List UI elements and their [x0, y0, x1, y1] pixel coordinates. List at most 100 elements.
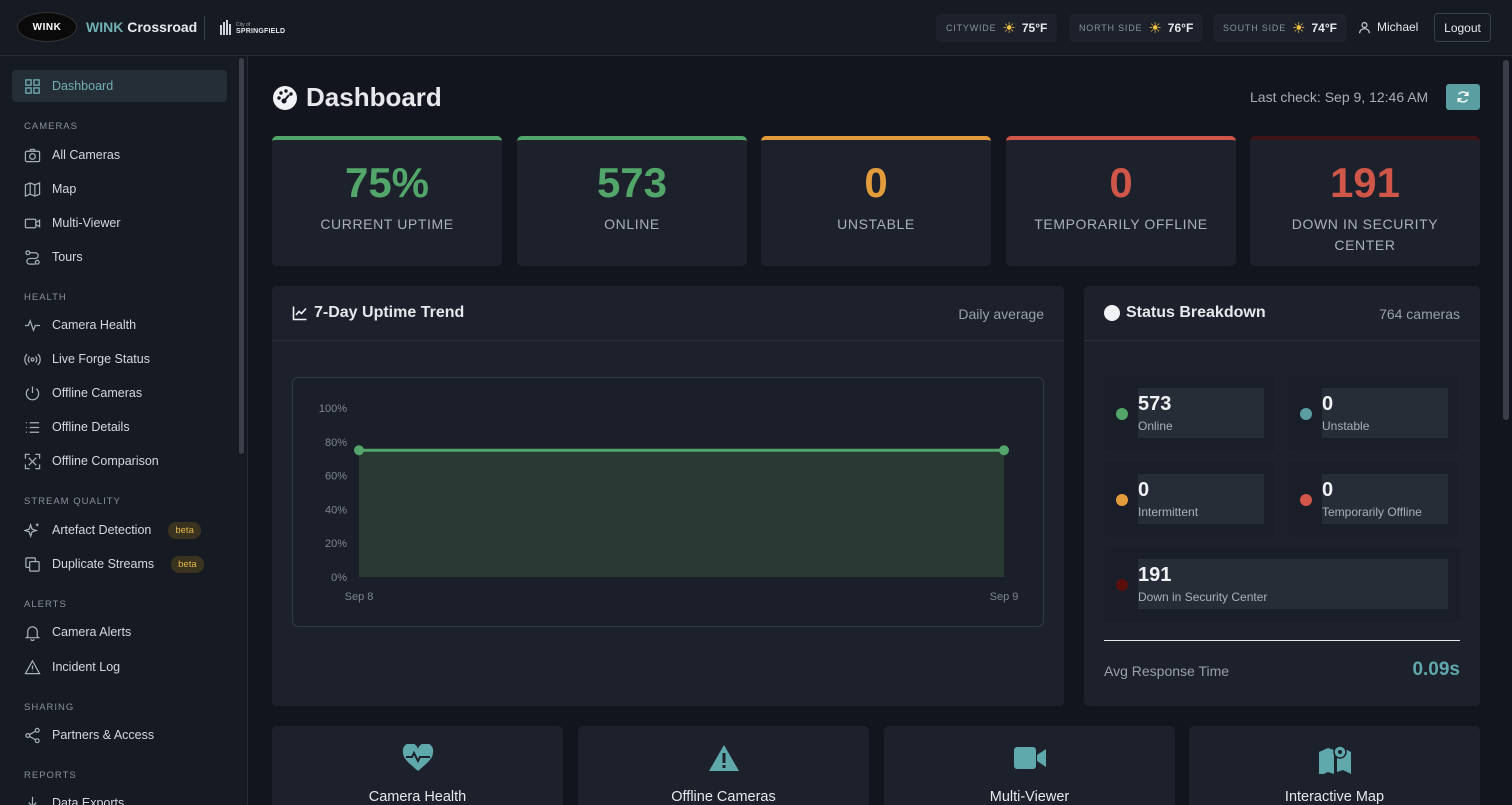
- camera-icon: [24, 147, 41, 164]
- sun-icon: ☀: [1292, 19, 1306, 37]
- sidebar-item-label: Data Exports: [52, 796, 125, 805]
- status-card-body: 0 Unstable: [1322, 388, 1448, 438]
- quick-link-camera-health[interactable]: Camera Health: [272, 726, 563, 805]
- sidebar-item-label: Offline Comparison: [52, 454, 159, 468]
- refresh-icon: [1457, 91, 1469, 103]
- status-card-online: 573 Online: [1104, 376, 1275, 451]
- uptime-chart: 0% 20% 40% 60% 80% 100% Sep 8 Sep 9: [292, 377, 1044, 627]
- sidebar-item-tours[interactable]: Tours: [12, 241, 227, 273]
- stat-label: TEMPORARILY OFFLINE: [1034, 216, 1208, 232]
- bell-icon: [24, 624, 41, 641]
- compare-icon: [24, 453, 41, 470]
- status-dot: [1300, 494, 1312, 506]
- main-scrollbar[interactable]: [1503, 60, 1509, 420]
- logo-text: WINK: [32, 21, 62, 33]
- status-card-temporarily-offline: 0 Temporarily Offline: [1288, 462, 1459, 537]
- stat-value: 0: [864, 159, 888, 206]
- weather-label: NORTH SIDE: [1079, 23, 1143, 33]
- status-count: 191: [1138, 564, 1172, 586]
- x-tick-label: Sep 9: [990, 591, 1019, 603]
- sidebar-item-partners-access[interactable]: Partners & Access: [12, 719, 227, 751]
- sidebar-item-all-cameras[interactable]: All Cameras: [12, 139, 227, 171]
- panel-title: Status Breakdown: [1104, 304, 1266, 322]
- sidebar: Dashboard CAMERAS All Cameras Map Multi-…: [0, 56, 248, 805]
- sidebar-item-artefact-detection[interactable]: Artefact Detection beta: [12, 514, 227, 546]
- list-icon: [24, 419, 41, 436]
- user-menu[interactable]: Michael: [1358, 20, 1418, 34]
- sidebar-item-label: Multi-Viewer: [52, 216, 121, 230]
- sidebar-scrollbar[interactable]: [239, 58, 244, 454]
- status-count: 0: [1322, 479, 1334, 501]
- sidebar-item-dashboard[interactable]: Dashboard: [12, 70, 227, 102]
- city-building-icon: [220, 20, 231, 35]
- status-count: 0: [1322, 393, 1334, 415]
- status-label: Intermittent: [1138, 505, 1199, 519]
- sidebar-item-label: Incident Log: [52, 660, 121, 674]
- status-label: Temporarily Offline: [1322, 505, 1422, 519]
- quick-link-interactive-map[interactable]: Interactive Map: [1189, 726, 1480, 805]
- status-card-body: 0 Intermittent: [1138, 474, 1264, 524]
- city-big-text: SPRINGFIELD: [236, 27, 286, 35]
- sidebar-item-multi-viewer[interactable]: Multi-Viewer: [12, 207, 227, 239]
- brand-title: WINK Crossroad: [86, 19, 197, 35]
- sidebar-item-label: Camera Health: [52, 318, 137, 332]
- pie-icon: [1104, 305, 1120, 321]
- status-card-down-in-security-center: 191 Down in Security Center: [1104, 547, 1460, 622]
- sparkle-icon: [24, 522, 41, 539]
- sidebar-item-label: Offline Cameras: [52, 386, 143, 400]
- sidebar-item-label: Camera Alerts: [52, 625, 132, 639]
- sidebar-item-label: Live Forge Status: [52, 352, 150, 366]
- panel-header: 7-Day Uptime Trend Daily average: [272, 286, 1064, 341]
- sidebar-item-offline-details[interactable]: Offline Details: [12, 411, 227, 443]
- breakdown-title: Status Breakdown: [1126, 304, 1266, 321]
- uptime-point[interactable]: [354, 445, 364, 456]
- quick-link-offline-cameras[interactable]: Offline Cameras: [578, 726, 869, 805]
- status-card-body: 0 Temporarily Offline: [1322, 474, 1448, 524]
- sidebar-item-camera-alerts[interactable]: Camera Alerts: [12, 616, 227, 648]
- weather-north-side: NORTH SIDE ☀ 76°F: [1069, 14, 1204, 42]
- trend-title: 7-Day Uptime Trend: [314, 304, 465, 321]
- user-icon: [1359, 21, 1370, 33]
- trend-subtitle: Daily average: [958, 306, 1044, 322]
- top-bar: WINK WINK Crossroad City of SPRINGFIELD …: [0, 0, 1512, 56]
- status-dot: [1116, 494, 1128, 506]
- refresh-button[interactable]: [1446, 84, 1480, 110]
- wink-logo[interactable]: WINK: [18, 13, 76, 41]
- sidebar-item-data-exports[interactable]: Data Exports: [12, 787, 227, 805]
- logout-button[interactable]: Logout: [1434, 13, 1491, 42]
- y-tick-label: 20%: [325, 538, 347, 550]
- uptime-point[interactable]: [999, 445, 1009, 456]
- video-icon: [1013, 747, 1046, 769]
- sidebar-item-map[interactable]: Map: [12, 173, 227, 205]
- panel-header: Status Breakdown 764 cameras: [1084, 286, 1480, 341]
- camera-count: 764 cameras: [1379, 306, 1460, 322]
- dashboard-gauge-icon: [273, 85, 297, 110]
- sidebar-item-live-forge-status[interactable]: Live Forge Status: [12, 343, 227, 375]
- map-icon: [24, 181, 41, 198]
- status-card-body: 191 Down in Security Center: [1138, 559, 1448, 609]
- status-card-unstable: 0 Unstable: [1288, 376, 1459, 451]
- panel-title: 7-Day Uptime Trend: [292, 304, 464, 322]
- status-label: Online: [1138, 419, 1173, 433]
- warning-icon: [24, 659, 41, 676]
- y-tick-label: 40%: [325, 504, 347, 516]
- y-tick-label: 0%: [331, 572, 347, 584]
- sidebar-item-duplicate-streams[interactable]: Duplicate Streams beta: [12, 548, 227, 580]
- grid-icon: [24, 78, 41, 95]
- y-tick-label: 100%: [319, 403, 347, 415]
- sidebar-item-offline-cameras[interactable]: Offline Cameras: [12, 377, 227, 409]
- sidebar-item-camera-health[interactable]: Camera Health: [12, 309, 227, 341]
- quick-link-multi-viewer[interactable]: Multi-Viewer: [884, 726, 1175, 805]
- power-icon: [24, 385, 41, 402]
- section-health: HEALTH: [24, 292, 67, 303]
- last-check-text: Last check: Sep 9, 12:46 AM: [1250, 89, 1429, 105]
- map-pin-icon: [1318, 745, 1351, 774]
- sidebar-item-label: Map: [52, 182, 77, 196]
- brand-wink: WINK: [86, 19, 124, 35]
- sidebar-item-offline-comparison[interactable]: Offline Comparison: [12, 445, 227, 477]
- status-breakdown-panel: Status Breakdown 764 cameras 573 Online …: [1084, 286, 1480, 706]
- status-card-intermittent: 0 Intermittent: [1104, 462, 1275, 537]
- sidebar-item-incident-log[interactable]: Incident Log: [12, 651, 227, 683]
- stat-label: ONLINE: [604, 216, 660, 232]
- beta-badge: beta: [171, 555, 204, 573]
